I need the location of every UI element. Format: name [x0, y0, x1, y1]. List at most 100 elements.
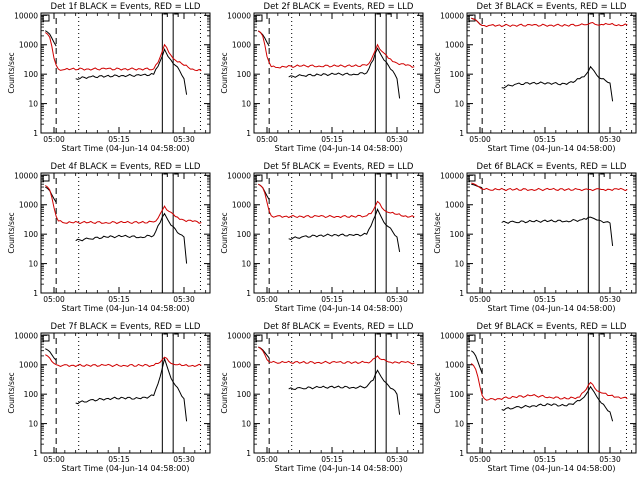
y-tick-label: 1000 [19, 361, 38, 370]
start-flag-icon [255, 14, 263, 22]
lld-series-line [258, 346, 415, 365]
chart-title: Det 8f BLACK = Events, RED = LLD [264, 322, 414, 332]
y-tick-label: 100 [237, 390, 252, 399]
detector-panel: Det 1f BLACK = Events, RED = LLD 1 10 100 10… [7, 2, 211, 153]
chart-title: Det 2f BLACK = Events, RED = LLD [264, 2, 414, 12]
marker-flag-icon [589, 173, 594, 177]
x-axis-label: Start Time (04-Jun-14 04:58:00) [62, 464, 190, 473]
y-tick-label: 1000 [232, 41, 251, 50]
marker-flag-icon [376, 173, 381, 177]
marker-flag-icon [163, 333, 168, 337]
y-tick-label: 10000 [227, 11, 251, 20]
plot-frame [253, 332, 424, 454]
x-axis-label: Start Time (04-Jun-14 04:58:00) [275, 304, 403, 313]
x-tick-label: 05:00 [43, 135, 65, 144]
detector-panel: Det 7f BLACK = Events, RED = LLD 1 10 100 10… [7, 322, 211, 473]
start-flag-icon [42, 174, 50, 182]
lld-series-line [470, 363, 628, 401]
marker-flag-icon [600, 173, 605, 177]
y-tick-label: 10000 [227, 331, 251, 340]
chart-title: Det 4f BLACK = Events, RED = LLD [51, 162, 201, 172]
y-tick-label: 1 [246, 449, 251, 458]
y-tick-label: 1 [459, 289, 464, 298]
chart-title: Det 6f BLACK = Events, RED = LLD [477, 162, 627, 172]
events-series-line [258, 183, 270, 200]
x-axis-label: Start Time (04-Jun-14 04:58:00) [488, 464, 616, 473]
marker-flag-icon [589, 333, 594, 337]
marker-flag-icon [174, 173, 179, 177]
y-tick-label: 100 [237, 230, 252, 239]
x-tick-label: 05:00 [469, 295, 491, 304]
x-axis-label: Start Time (04-Jun-14 04:58:00) [62, 304, 190, 313]
y-tick-label: 100 [450, 70, 465, 79]
marker-flag-icon [387, 173, 392, 177]
start-flag-icon [468, 174, 476, 182]
x-tick-label: 05:15 [321, 455, 343, 464]
x-tick-label: 05:15 [321, 135, 343, 144]
events-series-line [288, 47, 401, 99]
plot-frame [466, 12, 637, 134]
plot-frame [40, 332, 211, 454]
events-series-line [288, 208, 401, 252]
lld-series-line [45, 354, 202, 368]
lld-series-line [258, 183, 415, 219]
marker-flag-icon [163, 13, 168, 17]
y-tick-label: 100 [24, 70, 39, 79]
y-tick-label: 10000 [440, 11, 464, 20]
y-tick-label: 10000 [440, 171, 464, 180]
x-tick-label: 05:30 [173, 295, 195, 304]
y-tick-label: 1000 [445, 201, 464, 210]
x-tick-label: 05:15 [108, 295, 130, 304]
y-tick-label: 10000 [14, 171, 38, 180]
x-axis-label: Start Time (04-Jun-14 04:58:00) [62, 144, 190, 153]
y-tick-label: 1 [33, 449, 38, 458]
x-tick-label: 05:00 [256, 135, 278, 144]
y-tick-label: 10000 [14, 11, 38, 20]
detector-panel: Det 9f BLACK = Events, RED = LLD 1 10 100 10… [433, 322, 637, 473]
y-tick-label: 100 [24, 390, 39, 399]
marker-flag-icon [589, 13, 594, 17]
y-tick-label: 10 [454, 420, 464, 429]
y-tick-label: 1 [246, 289, 251, 298]
x-tick-label: 05:30 [386, 455, 408, 464]
x-tick-label: 05:00 [469, 135, 491, 144]
plot-frame [466, 172, 637, 294]
y-tick-label: 10 [454, 100, 464, 109]
x-tick-label: 05:30 [599, 455, 621, 464]
detector-panel: Det 3f BLACK = Events, RED = LLD 1 10 100 10… [433, 2, 637, 153]
start-flag-icon [255, 174, 263, 182]
x-tick-label: 05:15 [534, 455, 556, 464]
plot-frame [253, 172, 424, 294]
y-tick-label: 10 [241, 100, 251, 109]
y-tick-label: 1000 [232, 361, 251, 370]
chart-title: Det 1f BLACK = Events, RED = LLD [51, 2, 201, 12]
events-series-line [501, 65, 614, 102]
y-tick-label: 1000 [445, 41, 464, 50]
events-series-line [75, 356, 188, 422]
y-axis-label: Counts/sec [7, 212, 16, 253]
y-tick-label: 10000 [440, 331, 464, 340]
y-tick-label: 100 [237, 70, 252, 79]
marker-flag-icon [387, 13, 392, 17]
marker-flag-icon [387, 333, 392, 337]
y-tick-label: 10 [454, 260, 464, 269]
y-tick-label: 1 [33, 289, 38, 298]
y-tick-label: 1000 [19, 41, 38, 50]
plot-frame [40, 172, 211, 294]
start-flag-icon [468, 334, 476, 342]
events-series-line [288, 369, 401, 415]
lld-series-line [471, 182, 628, 192]
events-series-line [45, 348, 57, 361]
marker-flag-icon [376, 13, 381, 17]
marker-flag-icon [174, 333, 179, 337]
y-axis-label: Counts/sec [433, 52, 442, 93]
lld-series-line [257, 30, 415, 69]
chart-title: Det 3f BLACK = Events, RED = LLD [477, 2, 627, 12]
lld-series-line [45, 185, 202, 225]
y-tick-label: 10 [28, 260, 38, 269]
x-tick-label: 05:00 [43, 295, 65, 304]
y-tick-label: 1 [246, 129, 251, 138]
y-tick-label: 10000 [227, 171, 251, 180]
events-series-line [75, 47, 188, 95]
y-tick-label: 10 [28, 420, 38, 429]
